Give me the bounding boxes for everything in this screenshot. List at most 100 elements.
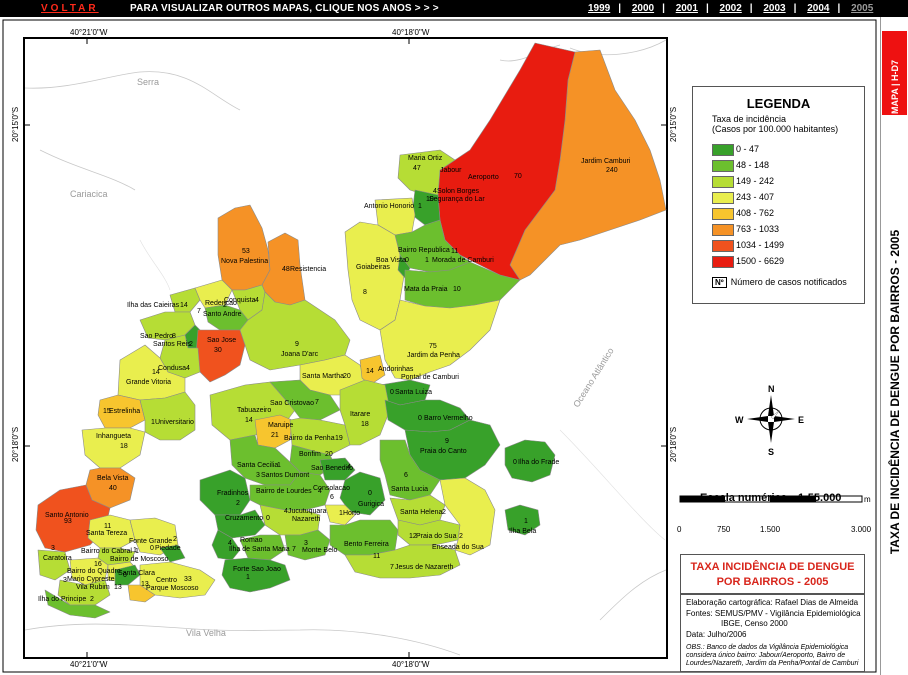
cases-bairro-do-cabral: 1	[135, 548, 139, 555]
label-bairro-de-moscoso: Bairro de Moscoso	[110, 556, 168, 563]
label-resistencia: Resistencia	[290, 266, 326, 273]
year-link-1999[interactable]: 1999	[588, 3, 611, 14]
cases-antonio-honorio: 1	[418, 203, 422, 210]
label-vila-velha: Vila Velha	[186, 628, 226, 638]
cases-bairro-da-penha: 19	[335, 435, 343, 442]
cases-sao-jose: 30	[214, 347, 222, 354]
label-bairro-da-penha: Bairro da Penha	[284, 435, 335, 442]
cases-tabuazeiro: 14	[245, 417, 253, 424]
cases-santos-reis: 2	[189, 341, 193, 348]
label-sao-benedito: Sao Benedito	[311, 465, 353, 472]
region-parque-moscoso	[127, 584, 156, 603]
cases-santa-lucia: 6	[404, 472, 408, 479]
label-jabour: Jabour	[440, 167, 462, 174]
legend-swatch	[712, 176, 734, 188]
label-forte-sao-joao: Forte Sao Joao	[233, 566, 281, 573]
year-link-2000[interactable]: 2000	[631, 3, 655, 14]
label-jesus-de-nazareth: Jesus de Nazareth	[395, 564, 453, 571]
cases-forte-sao-joao: 1	[246, 574, 250, 581]
credit-source: Fontes: SEMUS/PMV - Vigilância Epidemiol…	[686, 609, 861, 618]
legend-swatch	[712, 240, 734, 252]
region-piedade	[159, 544, 186, 563]
cases-bela-vista: 40	[109, 485, 117, 492]
label-santa-cecilia: Santa Cecilia	[237, 462, 278, 469]
label-cruzamento: Cruzamento	[225, 515, 263, 522]
scale-bar: m	[679, 495, 871, 504]
cases-cruzamento: 0	[266, 515, 270, 522]
label-joana-d-arc: Joana D'arc	[281, 351, 319, 358]
region-inhangueta	[81, 427, 146, 469]
label-romao: Romao	[240, 537, 263, 544]
label-jucutuquara: Jucutuquara	[288, 508, 327, 515]
region-fradinhos	[199, 469, 251, 516]
cases-santo-antonio: 93	[64, 518, 72, 525]
legend-swatch	[712, 208, 734, 220]
cases-praia-do-sua: 12	[409, 533, 417, 540]
region-vila-rubim	[57, 579, 111, 606]
year-link-2003[interactable]: 2003	[763, 3, 786, 14]
region-ilha-das-caieiras	[169, 287, 201, 313]
region-aeroporto	[437, 42, 576, 281]
scale-tick-750: 750	[717, 525, 731, 534]
scale-tick-0: 0	[677, 525, 682, 534]
region-universitario	[139, 391, 196, 441]
cases-boa-vista: 0	[405, 257, 409, 264]
region-forte-sao-joao	[221, 557, 291, 593]
label-santa-clara: Santa Clara	[118, 570, 155, 577]
compass-s: S	[768, 447, 774, 457]
label-seguranca-do-lar: Segurança do Lar	[429, 196, 485, 203]
label-bonfim: Bonfim	[299, 451, 321, 458]
map-title-box: TAXA INCIDÊNCIA DE DENGUE POR BAIRROS - …	[680, 554, 865, 594]
credits-box: Elaboração cartográfica: Rafael Dias de …	[680, 594, 865, 672]
cases-universitario: 1	[151, 419, 155, 426]
label-jardim-camburi: Jardim Camburi	[581, 158, 631, 165]
label-mata-da-praia: Mata da Praia	[404, 286, 448, 293]
cases-sao-cristovao: 7	[315, 399, 319, 406]
label-boa-vista: Boa Vista	[376, 257, 406, 264]
label-santa-luiza: Santa Luiza	[395, 389, 432, 396]
legend-class-label: 149 - 242	[736, 176, 775, 186]
cases-grande-vitoria: 14	[152, 369, 160, 376]
legend-title: LEGENDA	[746, 96, 811, 111]
cases-santa-martha: 20	[343, 373, 351, 380]
cases-bairro-de-lourdes: 4	[318, 488, 322, 495]
back-link[interactable]: VOLTAR	[41, 3, 99, 14]
region-jardim-da-penha	[379, 299, 501, 381]
label-morada-de-camburi: Morada de Camburi	[432, 257, 494, 264]
label-caratoira: Caratoira	[43, 555, 72, 562]
legend-number-label: Número de casos notificados	[730, 277, 847, 287]
cases-ilha-das-caieiras: 14	[180, 302, 188, 309]
region-jesus-de-nazareth	[344, 544, 461, 579]
legend-swatch	[712, 144, 734, 156]
label-parque-moscoso: Parque Moscoso	[146, 585, 199, 592]
label-grande-vitoria: Grande Vitoria	[126, 379, 171, 386]
cases-sao-pedro: 8	[172, 333, 176, 340]
year-link-2004[interactable]: 2004	[807, 3, 830, 14]
cases-redencao: 2	[223, 302, 227, 309]
graticule-ticks	[24, 38, 667, 658]
credit-author: Elaboração cartográfica: Rafael Dias de …	[686, 598, 859, 607]
coord-top-right: 40°18'0"W	[392, 28, 430, 37]
label-serra: Serra	[137, 77, 159, 87]
legend-units: (Casos por 100.000 habitantes)	[712, 124, 839, 134]
year-link-2001[interactable]: 2001	[675, 3, 698, 14]
cases-inhangueta: 18	[120, 443, 128, 450]
legend-class-label: 763 - 1033	[736, 224, 780, 234]
coord-top-left: 40°21'0"W	[70, 28, 108, 37]
label-santa-helena: Santa Helena	[400, 509, 443, 516]
legend-swatch	[712, 256, 734, 268]
region-bairro-de-lourdes	[249, 471, 331, 511]
coord-right-lower: 20°18'0"S	[669, 427, 678, 462]
region-santa-clara	[114, 564, 141, 586]
region-ilha-do-frade	[504, 439, 556, 483]
cases-jardim-da-penha: 75	[429, 343, 437, 350]
label-santo-andre: Santo Andre	[203, 311, 242, 318]
label-estrelinha: Estrelinha	[109, 408, 140, 415]
year-link-2002[interactable]: 2002	[719, 3, 742, 14]
coord-right-upper: 20°15'0"S	[669, 107, 678, 142]
cases-horto: 1	[339, 510, 343, 517]
right-sidebar: MAPA | H-D7 TAXA DE INCIDÊNCIA DE DENGUE…	[880, 17, 908, 675]
cases-ilha-bela: 1	[524, 518, 528, 525]
cases-santos-dumont: 3	[256, 472, 260, 479]
